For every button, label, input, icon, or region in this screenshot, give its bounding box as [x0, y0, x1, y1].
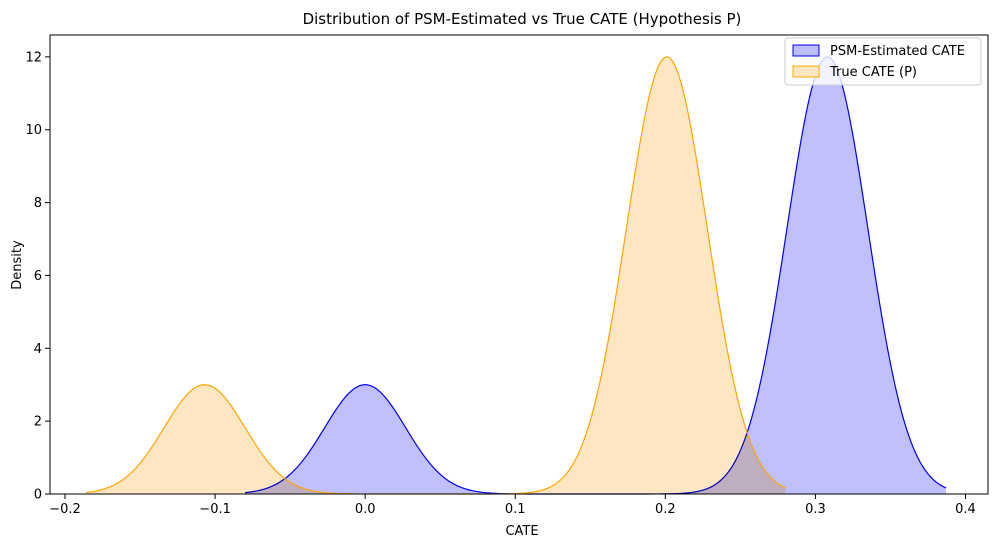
x-tick-label: 0.4 [955, 502, 976, 517]
x-tick-label: −0.2 [49, 502, 81, 517]
chart-title: Distribution of PSM-Estimated vs True CA… [303, 10, 742, 28]
legend-swatch-true [792, 65, 820, 78]
y-axis-ticks: 0 2 4 6 8 10 12 [25, 50, 50, 503]
series-area-0 [245, 56, 946, 495]
y-tick-label: 10 [25, 123, 42, 138]
legend-label-psm: PSM-Estimated CATE [830, 44, 965, 59]
plot-frame [49, 34, 989, 495]
x-tick-label: 0.0 [355, 502, 376, 517]
y-tick-label: 0 [34, 488, 42, 503]
y-axis-title: Density [10, 240, 25, 290]
x-tick-label: 0.1 [505, 502, 526, 517]
y-tick-label: 8 [34, 196, 42, 211]
legend-label-true: True CATE (P) [829, 65, 917, 80]
x-axis-ticks: −0.2 −0.1 0.0 0.1 0.2 0.3 0.4 [49, 494, 976, 517]
y-tick-label: 2 [34, 415, 42, 430]
series-layer [85, 56, 947, 495]
x-tick-label: 0.3 [805, 502, 826, 517]
x-tick-label: 0.2 [655, 502, 676, 517]
y-tick-label: 6 [34, 269, 42, 284]
legend-swatch-psm [792, 44, 820, 57]
series-area-1 [86, 56, 786, 495]
y-tick-label: 12 [25, 50, 42, 65]
legend-box [784, 37, 982, 86]
legend: PSM-Estimated CATE True CATE (P) [784, 37, 982, 86]
x-tick-label: −0.1 [199, 502, 231, 517]
y-tick-label: 4 [34, 342, 42, 357]
x-axis-title: CATE [505, 524, 538, 539]
